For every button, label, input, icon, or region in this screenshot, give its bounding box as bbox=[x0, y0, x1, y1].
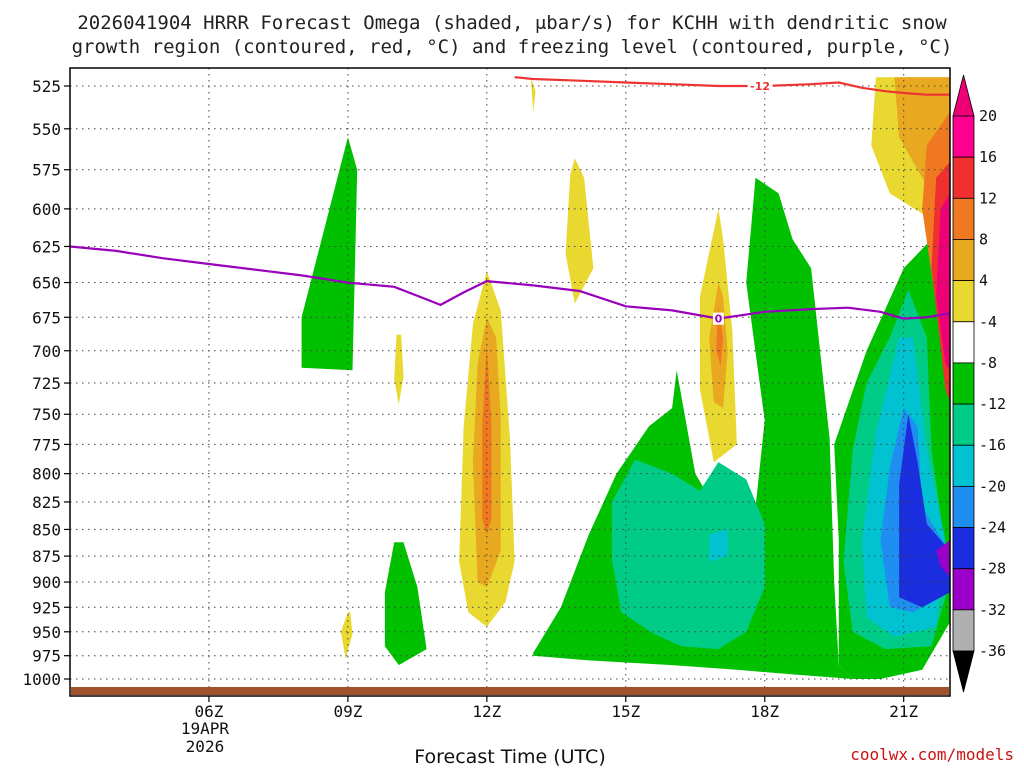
colorbar-bin-11 bbox=[952, 156, 975, 199]
dgz-contour-label-bg bbox=[747, 80, 773, 92]
colorbar-label--20: -20 bbox=[979, 477, 1006, 495]
colorbar-bin-2 bbox=[952, 527, 975, 570]
colorbar-label--16: -16 bbox=[979, 436, 1006, 454]
y-tick-label-600: 600 bbox=[32, 200, 61, 219]
y-tick-label-775: 775 bbox=[32, 435, 61, 454]
omega-region-1 bbox=[384, 542, 427, 666]
colorbar-bin-1 bbox=[952, 568, 975, 611]
omega-region-6 bbox=[709, 529, 728, 562]
colorbar-label--24: -24 bbox=[979, 519, 1006, 537]
x-axis-title: Forecast Time (UTC) bbox=[414, 746, 605, 768]
x-tick-label-21: 21Z bbox=[889, 702, 918, 721]
x-tick-label-6: 06Z bbox=[194, 702, 223, 721]
colorbar-bin-7 bbox=[952, 321, 975, 364]
credit-text: coolwx.com/models bbox=[850, 745, 1014, 764]
y-tick-label-550: 550 bbox=[32, 120, 61, 139]
chart-title-line1: 2026041904 HRRR Forecast Omega (shaded, … bbox=[77, 12, 947, 34]
colorbar: 20 16 12 8 4 -4 -8 -12 -16 -20 -24 -28 -32 -36 bbox=[952, 74, 1006, 693]
colorbar-label-16: 16 bbox=[979, 148, 997, 166]
omega-region-13 bbox=[482, 344, 492, 535]
y-tick-label-725: 725 bbox=[32, 374, 61, 393]
x-tick-label-12: 12Z bbox=[472, 702, 501, 721]
y-tick-label-650: 650 bbox=[32, 274, 61, 293]
omega-region-22 bbox=[894, 77, 950, 269]
colorbar-bin-8 bbox=[952, 280, 975, 323]
omega-region-4 bbox=[611, 459, 765, 650]
omega-region-0 bbox=[301, 137, 358, 371]
y-tick-label-625: 625 bbox=[32, 237, 61, 256]
colorbar-bin-6 bbox=[952, 362, 975, 405]
colorbar-bin-0 bbox=[952, 609, 975, 652]
colorbar-label-12: 12 bbox=[979, 189, 997, 207]
colorbar-label-8: 8 bbox=[979, 230, 988, 248]
colorbar-label--28: -28 bbox=[979, 560, 1006, 578]
y-tick-label-875: 875 bbox=[32, 547, 61, 566]
colorbar-label--8: -8 bbox=[979, 354, 997, 372]
y-tick-label-675: 675 bbox=[32, 308, 61, 327]
omega-region-17 bbox=[565, 158, 594, 304]
omega-region-25 bbox=[936, 193, 950, 371]
y-tick-label-800: 800 bbox=[32, 465, 61, 484]
colorbar-label-4: 4 bbox=[979, 272, 988, 290]
omega-region-19 bbox=[340, 612, 353, 659]
colorbar-label--12: -12 bbox=[979, 395, 1006, 413]
x-tick-label-15: 15Z bbox=[611, 702, 640, 721]
x-date-label: 19APR bbox=[181, 719, 230, 738]
colorbar-label--36: -36 bbox=[979, 642, 1006, 660]
colorbar-bin-9 bbox=[952, 239, 975, 282]
colorbar-bottom-arrow bbox=[952, 650, 975, 693]
x-tick-label-18: 18Z bbox=[750, 702, 779, 721]
freezing-level-contour-label-bg bbox=[712, 312, 724, 325]
plot-frame bbox=[69, 67, 951, 697]
colorbar-label-20: 20 bbox=[979, 107, 997, 125]
colorbar-top-arrow bbox=[952, 74, 975, 117]
y-tick-label-825: 825 bbox=[32, 493, 61, 512]
y-tick-label-750: 750 bbox=[32, 405, 61, 424]
colorbar-label--4: -4 bbox=[979, 313, 997, 331]
y-tick-label-525: 525 bbox=[32, 77, 61, 96]
y-axis: 525 550 575 600 625 650 675 700 725 750 775 800 825 8… bbox=[22, 77, 70, 689]
freezing-level-contour-line bbox=[70, 245, 950, 320]
y-tick-label-925: 925 bbox=[32, 598, 61, 617]
y-tick-label-975: 975 bbox=[32, 647, 61, 666]
y-tick-label-1000: 1000 bbox=[22, 670, 61, 689]
colorbar-bin-10 bbox=[952, 197, 975, 240]
omega-region-18 bbox=[394, 334, 404, 405]
colorbar-bin-4 bbox=[952, 444, 975, 487]
y-tick-label-900: 900 bbox=[32, 573, 61, 592]
y-tick-label-700: 700 bbox=[32, 342, 61, 361]
colorbar-bin-5 bbox=[952, 403, 975, 446]
x-year-label: 2026 bbox=[186, 737, 225, 756]
x-tick-label-9: 09Z bbox=[333, 702, 362, 721]
dgz-contour-label: -12 bbox=[750, 80, 770, 93]
colorbar-bin-3 bbox=[952, 485, 975, 528]
colorbar-bin-12 bbox=[952, 115, 975, 158]
terrain-strip bbox=[71, 687, 949, 695]
colorbar-label--32: -32 bbox=[979, 601, 1006, 619]
y-tick-label-950: 950 bbox=[32, 623, 61, 642]
y-tick-label-575: 575 bbox=[32, 161, 61, 180]
y-tick-label-850: 850 bbox=[32, 520, 61, 539]
plot-gridlines bbox=[70, 68, 950, 696]
omega-region-20 bbox=[530, 77, 536, 112]
chart-title-line2: growth region (contoured, red, °C) and f… bbox=[72, 36, 953, 58]
omega-shading bbox=[301, 77, 950, 679]
omega-region-10 bbox=[936, 540, 950, 577]
contour-lines: -12 0 bbox=[70, 76, 950, 326]
omega-region-9 bbox=[899, 414, 950, 608]
dgz-contour-line bbox=[514, 76, 950, 96]
freezing-level-contour-label: 0 bbox=[715, 313, 723, 326]
